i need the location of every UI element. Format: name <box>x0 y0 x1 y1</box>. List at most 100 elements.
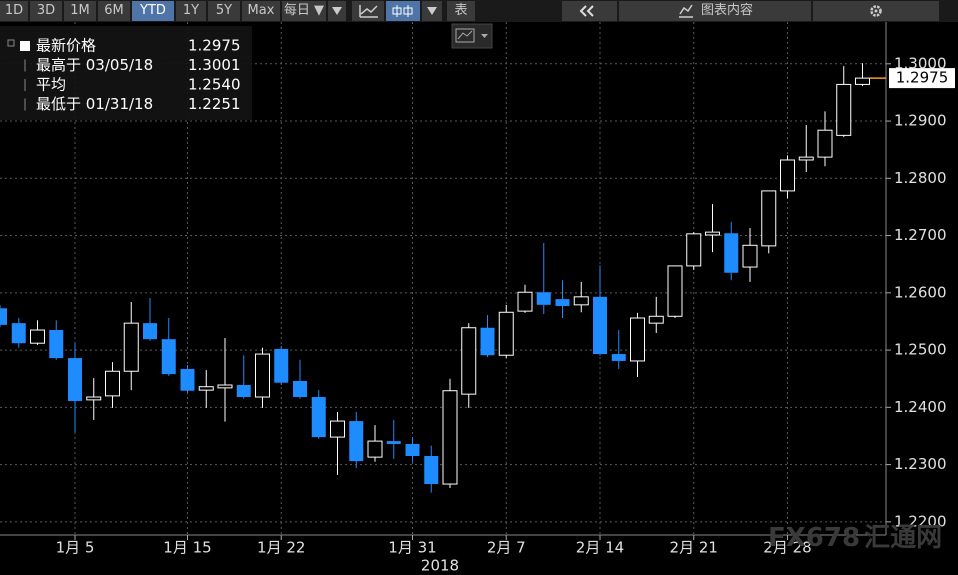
candle-body <box>86 396 102 401</box>
dropdown-arrow[interactable] <box>422 1 442 21</box>
chart-type-icon <box>455 28 475 43</box>
candle-body <box>405 443 420 456</box>
legend-label: 最新价格 <box>36 37 96 55</box>
chart-type-arrow <box>481 34 488 38</box>
candle-body <box>386 441 401 444</box>
candle-body <box>536 292 551 305</box>
arrow-icon <box>332 7 342 15</box>
candle-body <box>442 390 458 485</box>
candle-body <box>573 296 589 306</box>
range-button[interactable]: 1D <box>0 1 28 21</box>
range-button[interactable]: 6M <box>98 1 130 21</box>
legend-box <box>0 26 252 120</box>
candle-body <box>855 77 870 85</box>
y-tick-label: 1.2500 <box>894 341 947 359</box>
gear-icon <box>870 5 882 17</box>
candle-body <box>198 386 214 391</box>
candle-body <box>611 354 626 361</box>
last-price-box <box>889 68 955 89</box>
watermark-name: 汇通网 <box>864 523 942 553</box>
legend-value: 1.2975 <box>188 37 241 55</box>
candle-body <box>349 421 364 462</box>
candle-body <box>11 323 26 344</box>
candle-body <box>555 299 570 306</box>
candle-body <box>367 440 383 458</box>
candle-body <box>123 322 139 372</box>
range-button[interactable]: 3D <box>30 1 62 21</box>
y-tick-label: 1.2600 <box>894 283 947 301</box>
y-tick-label: 1.2700 <box>894 226 947 244</box>
legend-value: 1.3001 <box>188 56 241 74</box>
y-tick-label: 1.3000 <box>894 54 947 72</box>
chart-content-button[interactable]: 图表内容 <box>619 1 811 21</box>
candle-body <box>105 370 120 397</box>
line-chart-button[interactable] <box>352 1 384 21</box>
range-button[interactable]: 1Y <box>176 1 206 21</box>
collapse-button[interactable] <box>562 1 617 21</box>
candle-body <box>49 330 64 359</box>
legend-handle <box>7 39 15 47</box>
y-tick-label: 1.2400 <box>894 398 947 416</box>
candle-body <box>143 323 157 340</box>
candle-body <box>480 327 495 356</box>
x-tick-label: 1月 15 <box>163 539 211 557</box>
legend-value: 1.2251 <box>188 95 241 113</box>
legend-label: 平均 <box>36 76 66 94</box>
candle-body <box>517 291 533 312</box>
range-button[interactable]: 1M <box>64 1 96 21</box>
candle-body <box>0 308 7 325</box>
x-tick-label: 1月 5 <box>56 539 95 557</box>
candle-body <box>461 327 477 395</box>
candle-body <box>498 311 514 356</box>
spacer <box>477 0 562 22</box>
candle-body <box>236 384 251 398</box>
y-tick-label: 1.2900 <box>894 112 947 130</box>
candle-body <box>311 397 326 438</box>
candle-body <box>293 380 307 398</box>
candle-body <box>330 420 345 438</box>
legend-value: 1.2540 <box>188 76 241 94</box>
candle-body <box>724 233 739 273</box>
toolbar: 1D 3D 1M 6M YTD 1Y 5Y Max 每日 ▼ 表 图表内容 <box>0 0 958 22</box>
collapse-icon <box>579 5 594 17</box>
range-button[interactable]: Max <box>242 1 280 21</box>
x-tick-label: 2月 28 <box>763 539 811 557</box>
table-button[interactable]: 表 <box>447 1 475 21</box>
candle-chart-button[interactable] <box>386 1 420 21</box>
candle-body <box>274 348 289 383</box>
settings-button[interactable] <box>813 1 939 21</box>
candle-body <box>424 455 439 485</box>
chart-type-widget <box>451 23 493 49</box>
candle-body <box>217 384 233 389</box>
x-tick-label: 1月 31 <box>388 539 436 557</box>
x-tick-label: 1月 22 <box>257 539 305 557</box>
candle-body <box>630 317 645 362</box>
candle-body <box>68 358 82 402</box>
legend-label: 最低于 01/31/18 <box>36 95 153 113</box>
x-axis-label: 2018 <box>421 557 459 575</box>
candle-icon <box>392 5 413 17</box>
candle-body <box>180 368 195 391</box>
candle-body <box>836 83 852 136</box>
candle-body <box>648 315 664 324</box>
candle-body <box>593 296 607 355</box>
y-tick-label: 1.2200 <box>894 512 947 530</box>
legend-label: 最高于 03/05/18 <box>36 56 153 74</box>
chart-content-label: 图表内容 <box>700 3 753 18</box>
candle-body <box>798 156 814 161</box>
y-tick-label: 1.2800 <box>894 169 947 187</box>
candle-body <box>742 244 758 268</box>
last-price-label: 1.2975 <box>896 69 949 87</box>
range-button[interactable]: 5Y <box>208 1 240 21</box>
line-icon <box>359 5 378 18</box>
dropdown-arrow[interactable] <box>328 1 346 21</box>
legend-icon <box>20 41 30 51</box>
candle-body <box>686 233 702 267</box>
candle-body <box>761 190 777 247</box>
frequency-button[interactable]: 每日 ▼ <box>282 1 326 21</box>
candle-body <box>705 231 720 236</box>
watermark-brand: FX678 <box>768 523 860 553</box>
x-tick-label: 2月 21 <box>670 539 718 557</box>
range-button[interactable]: YTD <box>132 1 174 21</box>
